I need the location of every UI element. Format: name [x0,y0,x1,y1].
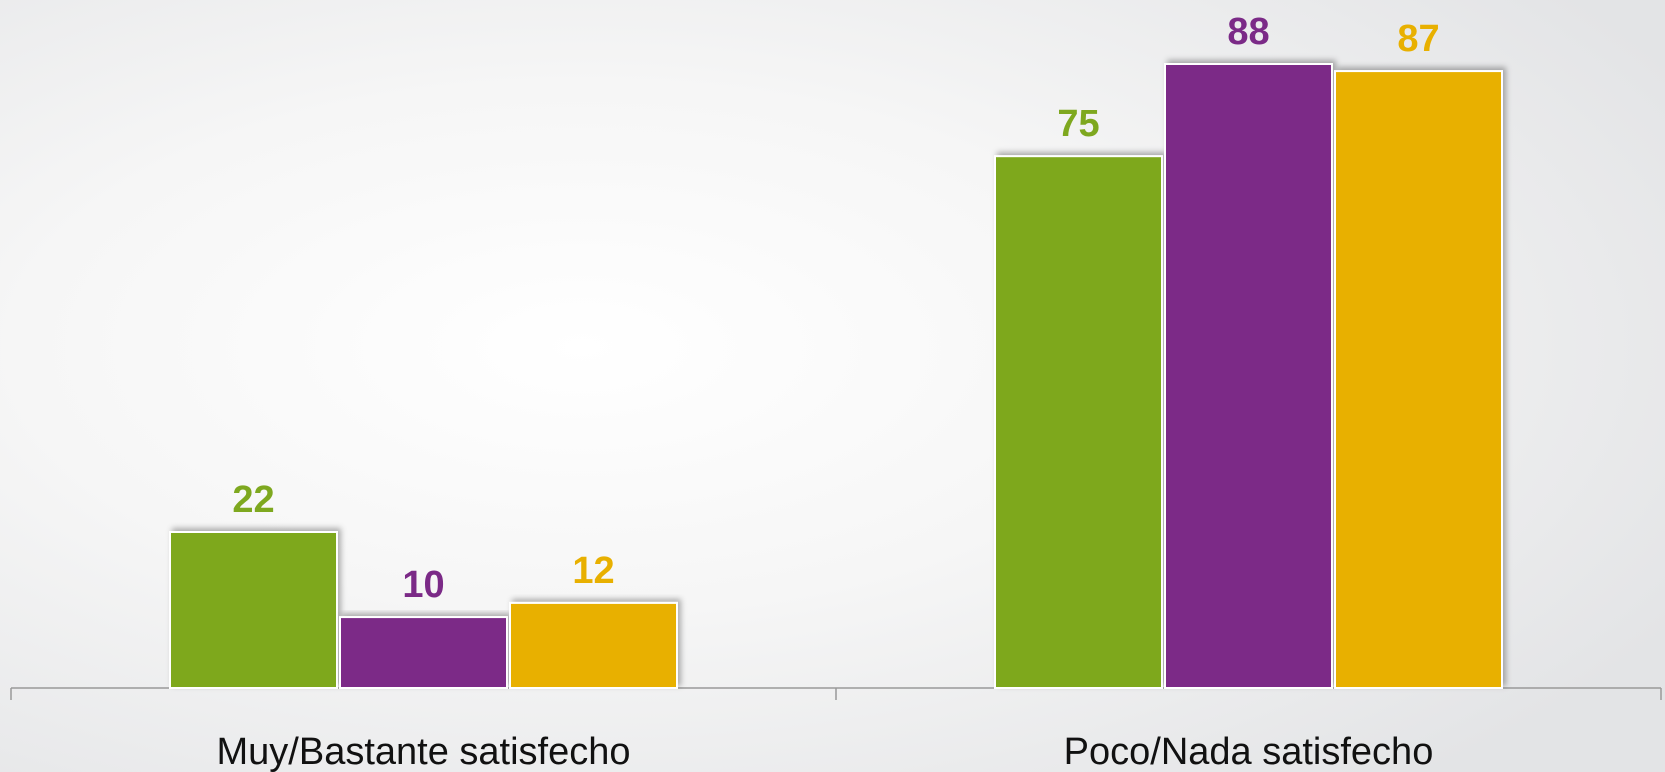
bar [994,155,1163,689]
bar [169,531,338,689]
value-label: 75 [1057,103,1099,145]
value-label: 10 [402,564,444,606]
value-label: 22 [232,479,274,521]
value-label: 87 [1397,18,1439,60]
x-tick-label: Poco/Nada satisfecho [1064,731,1434,772]
bar [509,601,678,690]
bar [1164,63,1333,689]
value-label: 88 [1227,11,1269,53]
bar [339,616,508,689]
value-label: 12 [572,550,614,592]
x-tick-label: Muy/Bastante satisfecho [217,731,631,772]
bar [1334,70,1503,690]
